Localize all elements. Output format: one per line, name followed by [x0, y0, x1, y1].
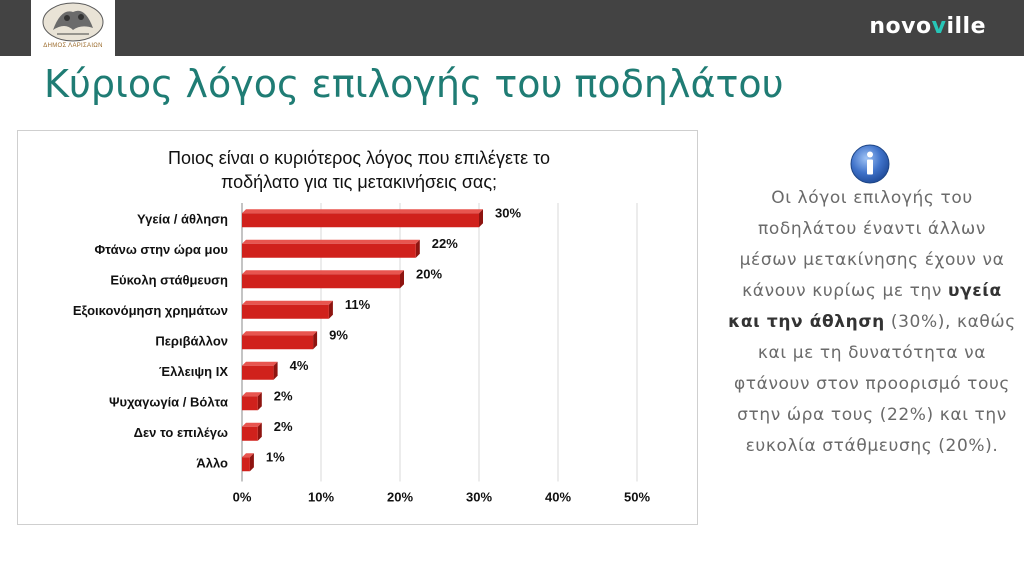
value-label: 9% [329, 327, 348, 342]
value-label: 1% [266, 449, 285, 464]
x-tick-label: 10% [308, 490, 334, 505]
x-tick-label: 40% [545, 490, 571, 505]
brand-suffix: ille [946, 14, 986, 39]
page-title: Κύριος λόγος επιλογής του ποδηλάτου [44, 62, 784, 106]
bar-face [242, 457, 250, 472]
x-tick-label: 30% [466, 490, 492, 505]
category-label: Άλλο [196, 455, 228, 470]
bar [242, 453, 254, 472]
bar-face [242, 304, 329, 319]
value-label: 11% [345, 297, 371, 312]
value-label: 2% [274, 419, 293, 434]
value-label: 30% [495, 205, 521, 220]
bar-top [242, 331, 318, 336]
chart-title-line2: ποδήλατο για τις μετακινήσεις σας; [221, 172, 497, 192]
x-tick-label: 0% [233, 490, 252, 505]
value-label: 20% [416, 266, 442, 281]
bar-face [242, 274, 400, 289]
category-label: Εξοικονόμηση χρημάτων [73, 303, 228, 318]
bar-face [242, 243, 416, 258]
bar-side [257, 392, 262, 411]
bar-top [242, 239, 420, 244]
bar [242, 331, 318, 350]
bar-side [313, 331, 318, 350]
chart-panel: Ποιος είναι ο κυριότερος λόγος που επιλέ… [17, 130, 698, 525]
brand-prefix: novo [869, 14, 932, 39]
bar [242, 422, 262, 441]
bar-side [257, 422, 262, 441]
bar-side [400, 270, 404, 289]
bar-top [242, 209, 483, 214]
value-label: 4% [290, 358, 309, 373]
x-tick-label: 50% [624, 490, 650, 505]
bar-side [479, 209, 483, 228]
category-label: Έλλειψη ΙΧ [159, 364, 228, 379]
bar-top [242, 270, 404, 275]
summary-text-after: (30%), καθώς και με τη δυνατότητα να φτά… [733, 312, 1016, 456]
brand-accent: v [931, 14, 947, 39]
municipality-logo: ΔΗΜΟΣ ΛΑΡΙΣΑΙΩΝ [31, 0, 115, 56]
category-label: Δεν το επιλέγω [134, 425, 228, 440]
chart-labels: 0% 10% 20% 30% 40% 50% Υγεία / άθληση 30% Φτάνω … [73, 205, 651, 504]
summary-text: Οι λόγοι επιλογής του ποδηλάτου έναντι ά… [727, 183, 1017, 462]
logo-emblem-icon [42, 2, 104, 42]
bar-side [273, 361, 278, 380]
category-label: Φτάνω στην ώρα μου [95, 242, 229, 257]
logo-caption: ΔΗΜΟΣ ΛΑΡΙΣΑΙΩΝ [43, 43, 103, 49]
category-label: Ψυχαγωγία / Βόλτα [109, 394, 228, 409]
bar [242, 270, 404, 289]
category-label: Περιβάλλον [155, 333, 228, 348]
bar-top [242, 422, 262, 427]
bar-top [242, 361, 278, 366]
novoville-logo: novoville [869, 14, 986, 39]
bar [242, 209, 483, 228]
category-label: Υγεία / άθληση [137, 211, 228, 226]
summary-text-before: Οι λόγοι επιλογής του ποδηλάτου έναντι ά… [739, 188, 1005, 301]
bar [242, 300, 333, 319]
value-label: 2% [274, 388, 293, 403]
header-bar: ΔΗΜΟΣ ΛΑΡΙΣΑΙΩΝ novoville [0, 0, 1024, 56]
bar-side [415, 239, 420, 258]
bar-top [242, 392, 262, 397]
bar-face [242, 426, 258, 441]
bar-face [242, 213, 479, 228]
summary-text-bold: υγεία και την άθληση [728, 281, 1002, 332]
bar-face [242, 396, 258, 411]
info-icon [850, 144, 890, 184]
bar-top [242, 300, 333, 305]
bar-face [242, 335, 314, 350]
bar-side [328, 300, 333, 319]
bar-face [242, 365, 274, 380]
chart-title-line1: Ποιος είναι ο κυριότερος λόγος που επιλέ… [168, 148, 550, 168]
bar-side [249, 453, 254, 472]
bar [242, 239, 420, 258]
bar-top [242, 453, 254, 458]
bar-chart: Ποιος είναι ο κυριότερος λόγος που επιλέ… [73, 148, 651, 505]
x-tick-label: 20% [387, 490, 413, 505]
value-label: 22% [432, 236, 458, 251]
bar [242, 392, 262, 411]
category-label: Εύκολη στάθμευση [110, 272, 228, 287]
chart-bars [242, 209, 483, 472]
bar [242, 361, 278, 380]
